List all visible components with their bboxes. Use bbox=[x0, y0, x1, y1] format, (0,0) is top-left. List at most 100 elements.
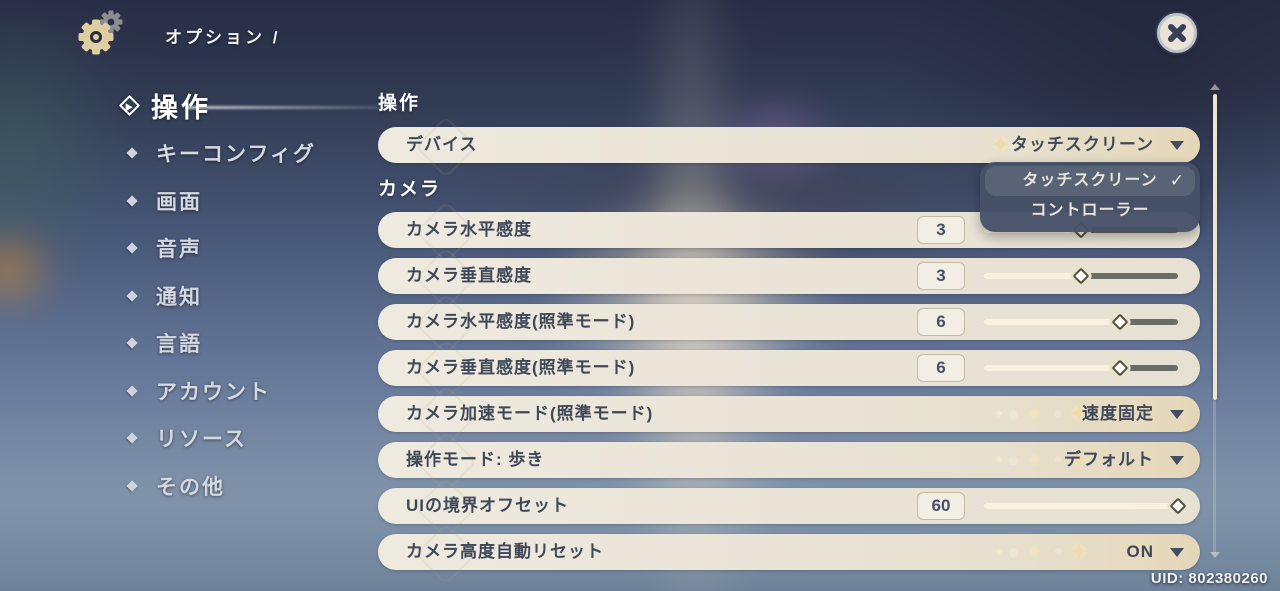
row-camera-accel-mode[interactable]: カメラ加速モード(照準モード) ● ● ✦ ✦ ✦ 速度固定 bbox=[378, 396, 1200, 432]
offset-slider[interactable] bbox=[983, 497, 1187, 515]
sparkle-icon: ✦ bbox=[993, 545, 1004, 559]
row-camera-v-sensitivity: カメラ垂直感度 3 bbox=[378, 258, 1200, 294]
row-label: 操作モード: 歩き bbox=[406, 450, 545, 469]
dropdown-option-touchscreen[interactable]: タッチスクリーン bbox=[985, 166, 1195, 196]
slider-handle[interactable] bbox=[1072, 267, 1089, 285]
settings-gear-icon bbox=[70, 7, 132, 64]
sparkle-icon: ✦ bbox=[1067, 537, 1090, 567]
dropdown-caret-icon bbox=[1170, 410, 1184, 419]
slider-fill bbox=[983, 319, 1120, 325]
sparkle-icon: ● bbox=[1053, 405, 1063, 422]
sparkle-icon: ● bbox=[1006, 132, 1020, 157]
diamond-bullet-icon bbox=[126, 290, 138, 302]
row-control-mode-walk[interactable]: 操作モード: 歩き ● ● ✦ ✦ ✦ デフォルト bbox=[378, 442, 1200, 478]
scrollbar-thumb[interactable] bbox=[1212, 94, 1217, 400]
sidebar-item-audio[interactable]: 音声 bbox=[122, 233, 202, 263]
dropdown-caret-icon bbox=[1170, 548, 1184, 557]
dropdown-caret-icon bbox=[1170, 456, 1184, 465]
sidebar-item-label: アカウント bbox=[156, 381, 271, 404]
sparkle-icon: ● bbox=[1006, 447, 1020, 472]
row-value: ON bbox=[1126, 542, 1154, 561]
row-label: カメラ加速モード(照準モード) bbox=[406, 404, 654, 423]
sparkle-icon: ● bbox=[1053, 451, 1063, 468]
sparkle-icon: ✦ bbox=[989, 130, 1012, 160]
device-dropdown-menu: タッチスクリーン コントローラー bbox=[980, 162, 1200, 232]
row-ui-boundary-offset: UIの境界オフセット 60 bbox=[378, 488, 1200, 524]
sparkle-icon: ✦ bbox=[1026, 542, 1042, 562]
slider-handle[interactable] bbox=[1111, 313, 1128, 331]
sidebar-item-other[interactable]: その他 bbox=[122, 471, 225, 501]
diamond-bullet-icon bbox=[126, 195, 138, 207]
row-camera-v-sensitivity-aim: カメラ垂直感度(照準モード) 6 bbox=[378, 350, 1200, 386]
value-input[interactable]: 3 bbox=[917, 216, 965, 244]
diamond-bullet-icon bbox=[126, 385, 138, 397]
sparkle-icon: ● bbox=[1006, 401, 1020, 426]
sparkle-icon: ✦ bbox=[993, 453, 1004, 467]
sidebar-item-notifications[interactable]: 通知 bbox=[122, 281, 202, 311]
row-label: カメラ垂直感度(照準モード) bbox=[406, 358, 636, 377]
diamond-bullet-icon bbox=[126, 147, 138, 159]
sparkle-icon: ✦ bbox=[1026, 450, 1042, 470]
sidebar-item-label: 通知 bbox=[156, 286, 202, 309]
row-label: カメラ高度自動リセット bbox=[406, 542, 604, 561]
diamond-bullet-icon bbox=[126, 432, 138, 444]
slider-fill bbox=[983, 273, 1081, 279]
sparkle-icon: ✦ bbox=[1026, 404, 1042, 424]
slider-handle[interactable] bbox=[1169, 497, 1187, 515]
row-label: カメラ垂直感度 bbox=[406, 266, 532, 285]
sidebar-item-controls[interactable]: 操作 bbox=[118, 90, 211, 123]
value-input[interactable]: 6 bbox=[917, 354, 965, 382]
check-icon bbox=[1170, 166, 1185, 197]
row-value: 速度固定 bbox=[1082, 404, 1154, 423]
sparkle-icon: ● bbox=[1006, 539, 1020, 564]
uid-label: UID: 802380260 bbox=[1150, 570, 1268, 587]
page-title: オプション / bbox=[165, 28, 281, 47]
dropdown-option-controller[interactable]: コントローラー bbox=[985, 196, 1195, 226]
row-value: タッチスクリーン bbox=[1010, 135, 1154, 154]
sparkle-icon: ✦ bbox=[993, 407, 1004, 421]
section-title-controls: 操作 bbox=[378, 93, 421, 114]
scroll-down-icon[interactable] bbox=[1210, 552, 1220, 558]
value-input[interactable]: 3 bbox=[917, 262, 965, 290]
option-label: コントローラー bbox=[1030, 202, 1150, 219]
slider-fill bbox=[983, 365, 1120, 371]
row-camera-height-auto-reset[interactable]: カメラ高度自動リセット ● ● ✦ ✦ ✦ ON bbox=[378, 534, 1200, 570]
sparkle-icon: ✦ bbox=[1067, 445, 1090, 475]
sidebar-item-label: 言語 bbox=[156, 333, 202, 356]
sensitivity-slider[interactable] bbox=[983, 359, 1178, 377]
row-label: UIの境界オフセット bbox=[406, 496, 569, 515]
diamond-bullet-icon bbox=[126, 337, 138, 349]
row-camera-h-sensitivity-aim: カメラ水平感度(照準モード) 6 bbox=[378, 304, 1200, 340]
option-label: タッチスクリーン bbox=[1022, 172, 1158, 189]
sidebar-item-resources[interactable]: リソース bbox=[122, 423, 247, 453]
value-input[interactable]: 6 bbox=[917, 308, 965, 336]
sidebar-item-display[interactable]: 画面 bbox=[122, 186, 202, 216]
sidebar-item-keyconfig[interactable]: キーコンフィグ bbox=[122, 138, 316, 168]
slider-fill bbox=[983, 503, 1178, 509]
diamond-bullet-icon bbox=[126, 480, 138, 492]
dropdown-caret-icon bbox=[1170, 141, 1184, 150]
sidebar-item-label: その他 bbox=[156, 476, 225, 499]
selected-diamond-icon bbox=[118, 94, 141, 116]
row-value: デフォルト bbox=[1064, 450, 1154, 469]
sensitivity-slider[interactable] bbox=[983, 267, 1178, 285]
sidebar-item-language[interactable]: 言語 bbox=[122, 328, 202, 358]
row-label: デバイス bbox=[406, 135, 478, 154]
scroll-up-icon[interactable] bbox=[1210, 84, 1220, 90]
sidebar-item-account[interactable]: アカウント bbox=[122, 376, 271, 406]
sidebar-item-label: 操作 bbox=[151, 92, 211, 123]
row-label: カメラ水平感度(照準モード) bbox=[406, 312, 636, 331]
close-button[interactable] bbox=[1157, 13, 1197, 53]
row-label: カメラ水平感度 bbox=[406, 220, 532, 239]
sidebar-item-label: キーコンフィグ bbox=[156, 143, 316, 166]
slider-handle[interactable] bbox=[1111, 359, 1128, 377]
sparkle-icon: ● bbox=[1053, 543, 1063, 560]
sidebar-item-label: リソース bbox=[156, 428, 247, 451]
sensitivity-slider[interactable] bbox=[983, 313, 1178, 331]
value-input[interactable]: 60 bbox=[917, 492, 965, 520]
sidebar-item-label: 画面 bbox=[156, 191, 202, 214]
row-device[interactable]: デバイス ● ✦ タッチスクリーン bbox=[378, 127, 1200, 163]
sparkle-icon: ✦ bbox=[1067, 399, 1090, 429]
sidebar-item-label: 音声 bbox=[156, 238, 202, 261]
